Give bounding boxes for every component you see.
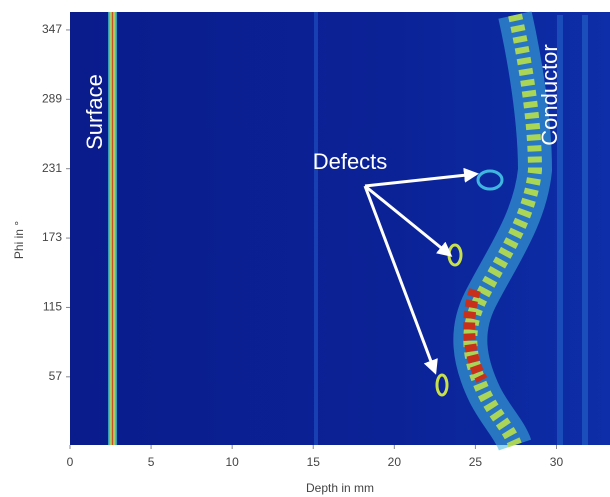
x-tick-label: 5	[148, 455, 155, 469]
y-tick-label: 289	[42, 91, 62, 105]
x-tick-label: 25	[469, 455, 483, 469]
x-tick-label: 15	[307, 455, 321, 469]
y-tick-label: 231	[42, 161, 62, 175]
x-tick-label: 0	[67, 455, 74, 469]
annotation: Conductor	[537, 44, 562, 146]
annotation: Surface	[82, 74, 107, 150]
x-axis-label: Depth in mm	[306, 481, 374, 495]
y-tick-label: 57	[49, 369, 63, 383]
y-tick-label: 115	[43, 300, 62, 314]
x-tick-label: 30	[550, 455, 564, 469]
y-axis-label: Phi in °	[12, 221, 26, 259]
y-tick-label: 173	[42, 230, 62, 244]
arrows	[363, 167, 479, 375]
y-tick-label: 347	[42, 22, 62, 36]
x-tick-label: 20	[388, 455, 402, 469]
annotation: Defects	[313, 149, 388, 174]
x-tick-label: 10	[225, 455, 239, 469]
heatmap-image	[70, 11, 610, 452]
